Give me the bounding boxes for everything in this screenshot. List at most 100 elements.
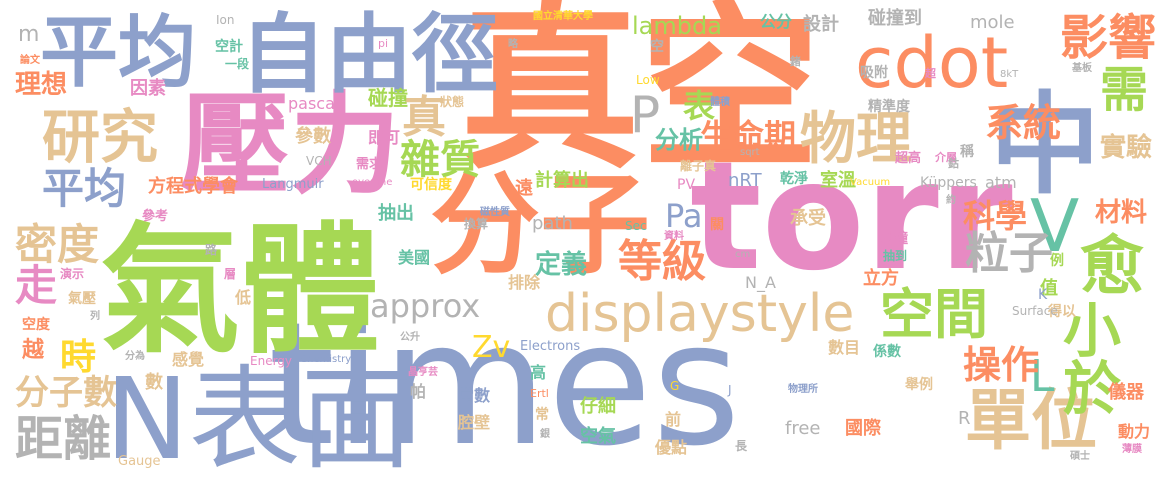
word-xuqiu: 需求: [356, 157, 383, 172]
word-shengmingqi: 生命期: [700, 117, 797, 155]
word-vch: VCH: [306, 154, 332, 168]
word-fenzishu: 分子數: [15, 373, 117, 413]
word-kexue: 科學: [963, 197, 1028, 235]
word-chouchu: 抽出: [378, 203, 414, 224]
word-zhe: 鍺: [790, 55, 801, 68]
word-biao: 表: [683, 87, 716, 125]
word-pingjun-2: 平均: [42, 164, 127, 213]
word-juli: 距離: [15, 411, 112, 467]
word-lue: 略: [508, 39, 518, 50]
word-yu: 愈: [1080, 230, 1144, 304]
word-n-a: N_A: [745, 273, 776, 292]
word-jike: 即可: [368, 128, 401, 147]
word-kongjian: 空間: [880, 283, 988, 346]
word-shuoshi: 碩士: [1070, 451, 1090, 462]
word-zixi: 仔細: [580, 396, 616, 417]
word-youdian: 優點: [655, 438, 688, 457]
word-bomo: 薄膜: [1122, 444, 1142, 455]
word-zhong: 中: [990, 81, 1100, 209]
word-zhen: 真: [402, 92, 446, 143]
word-mole: mole: [970, 12, 1015, 33]
word-yali: 壓力: [180, 81, 400, 209]
word-zhuangtai: 狀態: [440, 95, 465, 109]
word-k: K: [1038, 287, 1048, 303]
word-sec: Sec: [625, 219, 647, 233]
word-meiguo: 美國: [398, 248, 431, 267]
word-nrt: nRT: [728, 170, 762, 191]
word-xiaoyu: 小於: [1053, 300, 1121, 416]
word-choudao: 抽到: [883, 249, 908, 263]
word-ceng: 層: [224, 267, 237, 281]
word-yiduan: 一段: [225, 57, 250, 71]
word-yiqi: 儀器: [1108, 382, 1144, 403]
word-pascal: pascal: [288, 94, 340, 113]
word-canshu: 參數: [295, 126, 331, 147]
word-vacuum: Vacuum: [850, 177, 891, 188]
word-pingjun-1: 平均: [40, 8, 197, 98]
word-jisuanchu: 計算出: [535, 170, 589, 191]
word-caozuo: 操作: [963, 343, 1040, 387]
word-lunwen: 論文: [20, 55, 40, 66]
word-low: Low: [636, 73, 660, 87]
word-shumu: 數目: [828, 338, 861, 357]
word-chaogao: 超高: [895, 151, 922, 166]
word-yin: 銀: [540, 429, 550, 440]
word-yuan: 遠: [515, 178, 533, 199]
word-j: J: [728, 383, 732, 397]
word-juli2: 舉例: [905, 377, 933, 393]
word-fenwei: 分為: [125, 351, 145, 362]
word-shiyan: 實驗: [1100, 133, 1153, 163]
word-gongfen: 公分: [760, 12, 793, 31]
word-jiban: 基板: [1072, 63, 1092, 74]
word-li: 例: [1050, 253, 1064, 269]
word-pengzhuang: 碰撞: [368, 86, 408, 110]
word-kongji: 空計: [215, 39, 243, 55]
word-cailiao: 材料: [1095, 198, 1148, 228]
word-dengji: 等級: [618, 236, 706, 287]
word-midu: 密度: [15, 220, 100, 269]
word-times: times: [268, 286, 741, 482]
word-xishu: 係數: [873, 344, 901, 360]
word-sqrt: sqrt: [740, 147, 760, 158]
word-cm: cm: [735, 249, 751, 260]
word-yue: 越: [22, 338, 45, 363]
word-zhenkong: 真空: [460, 0, 821, 194]
word-pengzhuangdao: 碰撞到: [868, 8, 922, 29]
word-m: m: [18, 22, 40, 47]
word-torr: torr: [690, 130, 1013, 304]
word-n-biaomian: N表面: [105, 355, 413, 482]
word-displaystyle: displaystyle: [545, 284, 855, 344]
word-qinghua: 國立清華大學: [533, 11, 593, 22]
word-pv: PV: [677, 177, 696, 193]
word-di: 低: [235, 288, 252, 307]
word-zazhi: 雜質: [400, 137, 480, 183]
word-cdot: cdot: [855, 22, 1009, 104]
word-g: G: [670, 379, 680, 393]
word-atm: atm: [985, 173, 1017, 192]
word-yingxiang: 影響: [1060, 10, 1157, 66]
word-ziliao: 資料: [664, 231, 684, 242]
word-kongqi: 空氣: [580, 426, 616, 447]
word-jieceng: 介層: [935, 151, 957, 164]
word-chang: 常: [535, 407, 549, 423]
word-electrons: Electrons: [520, 339, 581, 354]
word-jingheng: 晶亨芸: [408, 367, 438, 378]
word-yue2: 約: [946, 195, 956, 206]
word-lizizhen: 離子真: [680, 159, 717, 173]
word-ganjing: 乾淨: [780, 171, 808, 187]
word-gauge: Gauge: [118, 454, 161, 469]
word-cheng: 稱: [960, 144, 974, 160]
word-lixiang: 理想: [15, 70, 68, 100]
word-sheji: 設計: [803, 14, 839, 35]
word-wulisuo: 物理所: [788, 384, 818, 395]
word-cankao: 參考: [142, 209, 169, 224]
word-cixingzhi: 磁性質: [480, 207, 510, 218]
word-guan: 關: [710, 217, 724, 233]
word-8kt: 8kT: [1000, 69, 1019, 80]
word-v: V: [1030, 184, 1080, 268]
word-yanshi: 演示: [60, 267, 85, 281]
word-deyi: 得以: [1048, 304, 1076, 320]
word-wuli: 物理: [800, 107, 912, 172]
word-jingzhundu: 精準度: [868, 99, 910, 115]
